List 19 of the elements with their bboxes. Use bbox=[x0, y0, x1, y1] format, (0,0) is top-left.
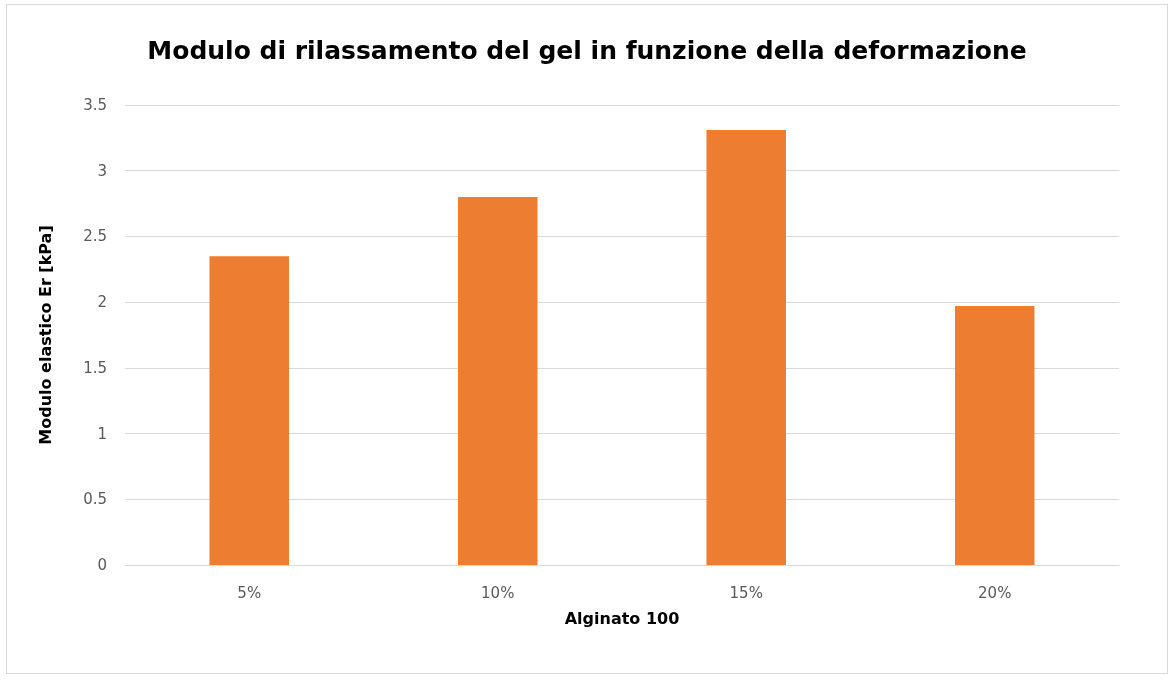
y-tick-label: 1 bbox=[97, 424, 107, 443]
y-tick-label: 2 bbox=[97, 293, 107, 312]
y-tick-label: 1.5 bbox=[83, 358, 107, 377]
x-tick-label: 10% bbox=[481, 583, 515, 602]
x-tick-label: 20% bbox=[978, 583, 1012, 602]
y-tick-label: 0.5 bbox=[83, 490, 107, 509]
bar bbox=[954, 306, 1035, 565]
y-tick-label: 3.5 bbox=[83, 96, 107, 114]
y-tick-label: 3 bbox=[97, 161, 107, 180]
bar bbox=[457, 197, 538, 565]
bar bbox=[706, 129, 787, 565]
y-tick-label: 0 bbox=[97, 556, 107, 574]
x-tick-label: 5% bbox=[237, 583, 262, 602]
y-tick-label: 2.5 bbox=[83, 227, 107, 246]
y-axis-title: Modulo elastico Er [kPa] bbox=[35, 225, 55, 445]
x-tick-label: 15% bbox=[729, 583, 763, 602]
bar bbox=[209, 256, 290, 565]
chart-title: Modulo di rilassamento del gel in funzione della deformazione bbox=[147, 36, 1027, 65]
x-axis-title: Alginato 100 bbox=[564, 608, 680, 628]
